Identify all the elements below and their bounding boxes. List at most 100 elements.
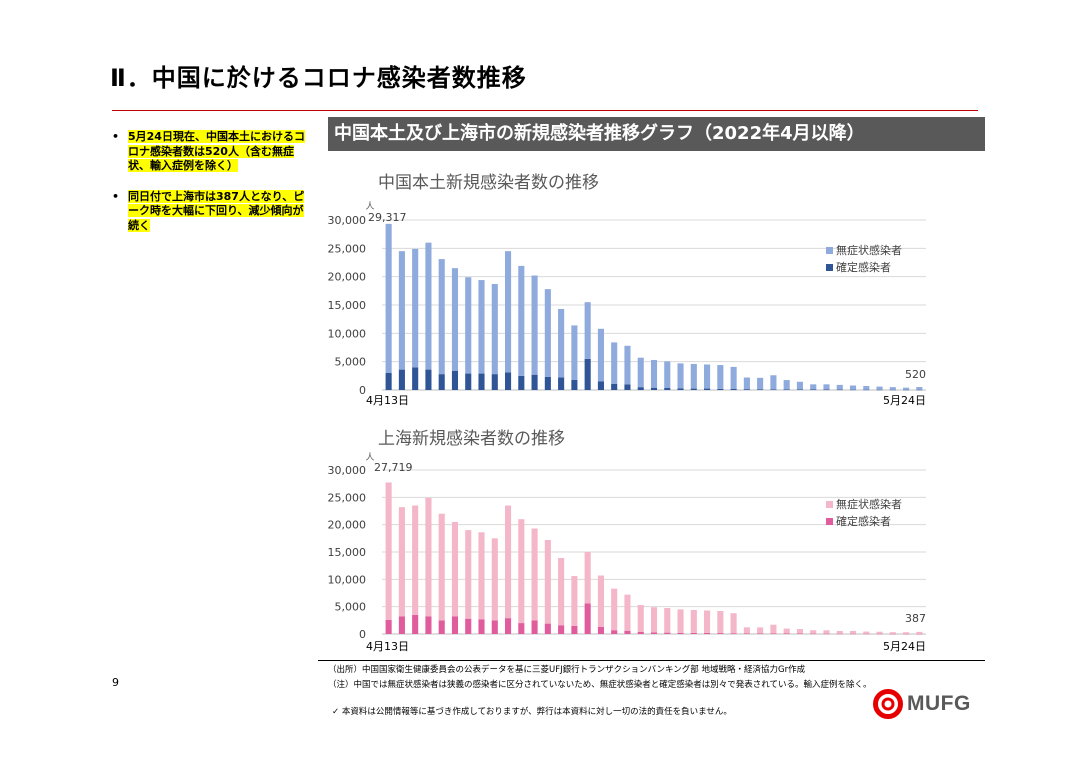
bar-confirmed (451, 370, 459, 390)
bar-asymptomatic (412, 248, 419, 368)
bar-confirmed (810, 633, 817, 635)
bar-confirmed (465, 373, 472, 390)
bar-asymptomatic (717, 611, 724, 634)
bar-confirmed (451, 616, 459, 634)
bar-asymptomatic (876, 386, 883, 390)
bar-confirmed (571, 379, 578, 390)
bar-confirmed (810, 389, 817, 390)
bar-confirmed (584, 603, 591, 634)
bar-asymptomatic (704, 364, 711, 389)
y-axis-unit: 人 (365, 201, 374, 212)
bar-asymptomatic (704, 610, 711, 633)
y-axis-unit: 人 (365, 452, 374, 463)
bar-asymptomatic (916, 387, 923, 390)
bar-asymptomatic (796, 629, 803, 634)
chart-title: 上海新規感染者数の推移 (378, 429, 565, 449)
bar-confirmed (385, 619, 392, 634)
bar-confirmed (637, 631, 644, 634)
bar-confirmed (823, 389, 830, 391)
bar-confirmed (412, 367, 419, 390)
y-tick-label: 0 (359, 384, 366, 397)
title-divider (112, 110, 978, 111)
bar-asymptomatic (677, 609, 684, 633)
bar-confirmed (478, 373, 485, 390)
legend-label: 確定感染者 (836, 514, 891, 528)
bar-confirmed (863, 389, 870, 391)
bar-confirmed (717, 633, 724, 634)
bar-asymptomatic (412, 505, 419, 615)
bar-asymptomatic (650, 359, 658, 388)
bar-confirmed (916, 389, 923, 391)
bar-confirmed (438, 374, 445, 390)
bar-asymptomatic (505, 505, 512, 619)
legend-swatch (826, 247, 833, 254)
x-tick-label-first: 4月13日 (366, 394, 409, 407)
data-label-first: 27,719 (374, 461, 413, 474)
data-note: （注）中国では無症状感染者は狭義の感染者に区分されていないため、無症状感染者と確… (328, 680, 872, 690)
bar-confirmed (465, 618, 472, 634)
bar-asymptomatic (438, 513, 445, 621)
chart-title: 中国本土新規感染者数の推移 (378, 173, 599, 193)
bar-asymptomatic (783, 628, 790, 634)
bar-confirmed (770, 633, 777, 634)
bar-asymptomatic (863, 386, 870, 390)
legend-label: 無症状感染者 (836, 497, 902, 511)
bar-confirmed (385, 373, 392, 390)
bar-asymptomatic (478, 532, 485, 620)
bar-asymptomatic (664, 608, 671, 633)
bar-asymptomatic (690, 609, 697, 633)
bar-confirmed (677, 632, 684, 634)
bar-asymptomatic (611, 342, 618, 384)
bar-asymptomatic (836, 384, 843, 390)
y-tick-label: 30,000 (328, 464, 367, 477)
bar-confirmed (398, 616, 405, 634)
bar-confirmed (491, 620, 498, 634)
bar-confirmed (796, 633, 803, 635)
y-tick-label: 20,000 (328, 519, 367, 532)
bar-confirmed (903, 633, 910, 635)
bar-asymptomatic (664, 361, 671, 389)
bar-confirmed (544, 623, 551, 634)
bar-confirmed (889, 389, 896, 391)
bar-asymptomatic (916, 631, 923, 634)
mufg-logo-text: MUFG (907, 692, 971, 715)
bar-confirmed (783, 389, 790, 390)
y-tick-label: 30,000 (328, 214, 367, 227)
bullet-dot: • (112, 189, 120, 203)
bar-asymptomatic (584, 302, 591, 359)
bar-confirmed (505, 618, 512, 634)
bar-confirmed (743, 633, 750, 634)
bar-asymptomatic (558, 558, 565, 626)
bar-confirmed (650, 387, 658, 390)
mufg-logo: MUFG (873, 689, 971, 719)
bar-asymptomatic (717, 365, 724, 389)
bar-asymptomatic (398, 507, 405, 617)
chart-banner: 中国本土及び上海市の新規感染者推移グラフ（2022年4月以降） (328, 117, 985, 151)
bar-confirmed (398, 369, 405, 390)
source-note: （出所）中国国家衛生健康委員会の公表データを基に三菱UFJ銀行トランザクションバ… (328, 665, 806, 675)
bar-confirmed (903, 389, 910, 391)
bar-confirmed (491, 374, 498, 390)
mufg-logo-icon (873, 689, 903, 719)
bar-asymptomatic (757, 627, 764, 634)
bar-asymptomatic (505, 251, 512, 373)
bar-confirmed (836, 389, 843, 391)
bar-asymptomatic (889, 632, 896, 634)
bar-asymptomatic (438, 259, 445, 375)
bar-asymptomatic (478, 280, 485, 374)
bar-confirmed (650, 632, 658, 634)
bullet-text: 5月24日現在、中国本土におけるコロナ感染者数は520人（含む無症状、輸入症例を… (128, 130, 305, 172)
bar-asymptomatic (531, 275, 538, 375)
bar-confirmed (597, 626, 604, 634)
bar-asymptomatic (637, 357, 644, 388)
page-title: Ⅱ．中国に於けるコロナ感染者数推移 (110, 64, 527, 92)
bar-confirmed (690, 632, 697, 634)
bar-asymptomatic (451, 268, 459, 371)
bar-asymptomatic (743, 377, 750, 390)
legend-swatch (826, 518, 833, 525)
bar-asymptomatic (730, 366, 737, 389)
data-label-last: 387 (905, 612, 926, 625)
bar-confirmed (505, 372, 512, 390)
bar-asymptomatic (584, 552, 591, 604)
bar-confirmed (677, 388, 684, 390)
